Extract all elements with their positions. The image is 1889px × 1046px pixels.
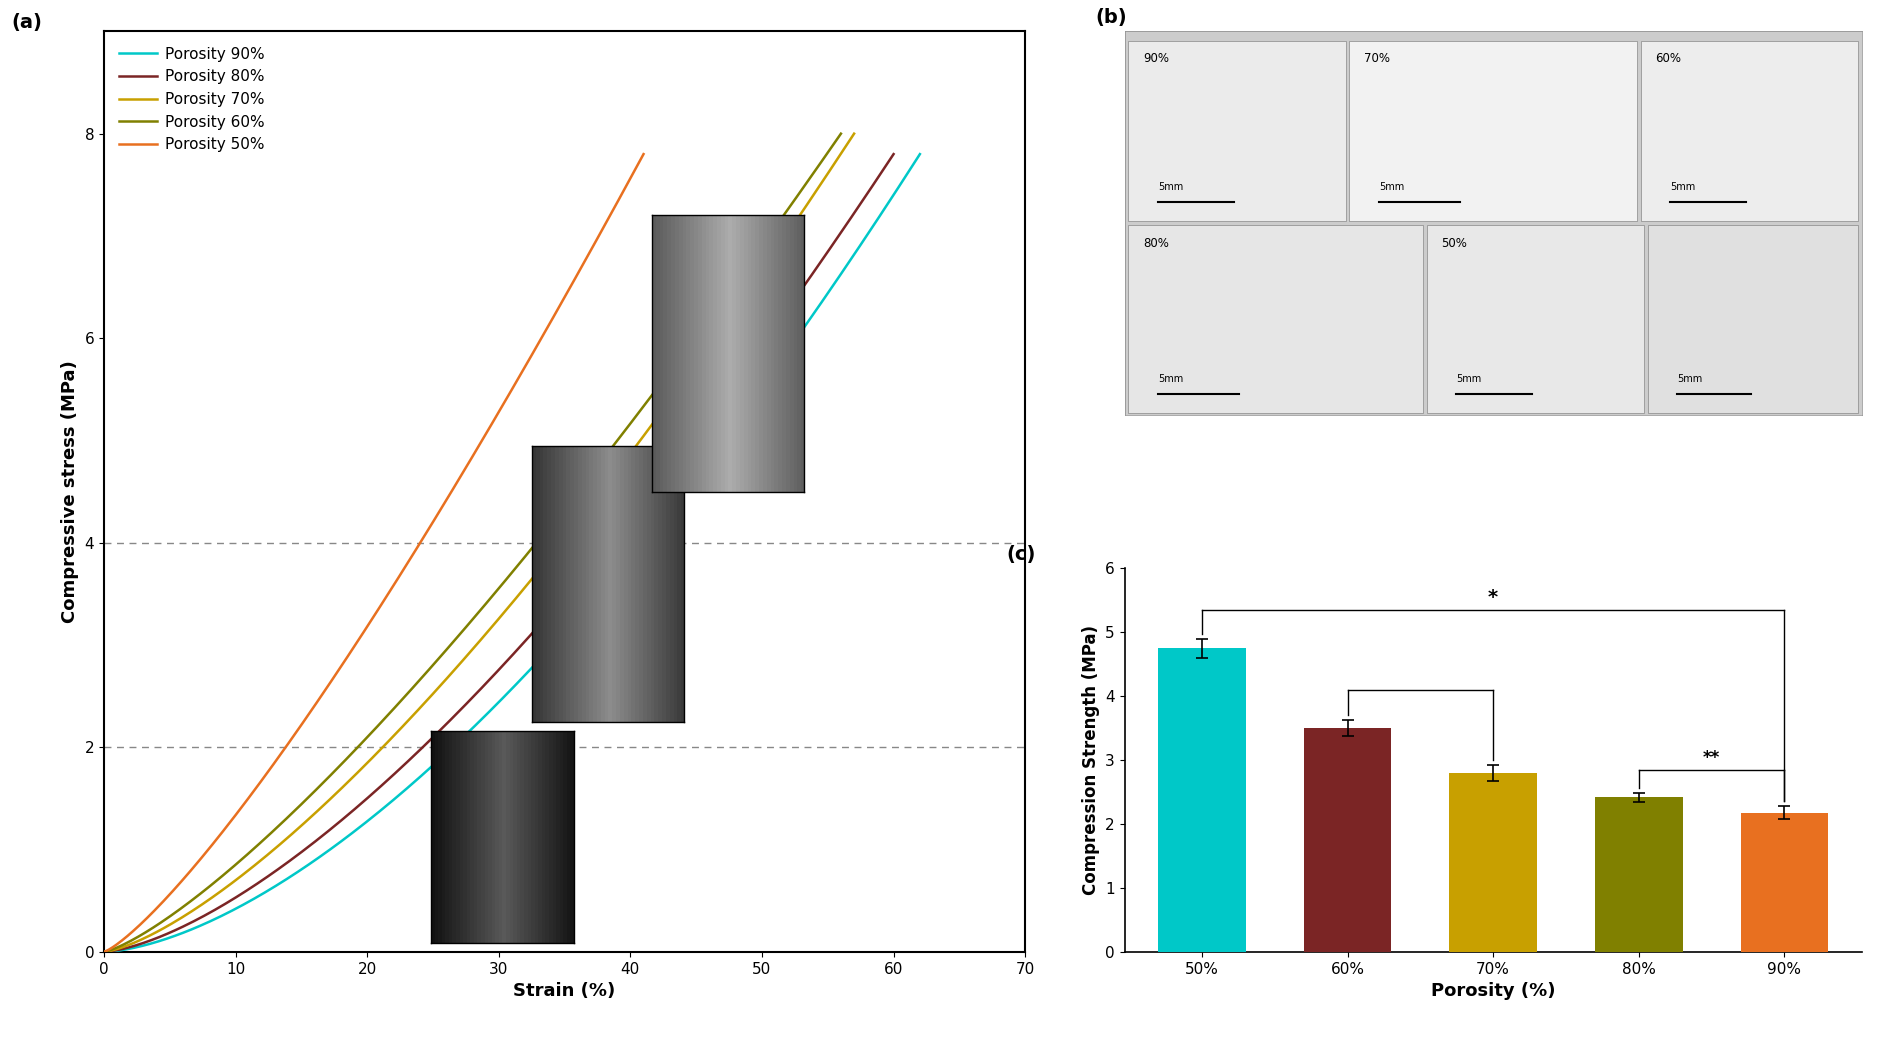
Text: (b): (b) <box>1094 8 1126 27</box>
Porosity 60% <box>759 226 782 238</box>
Porosity 80% <box>563 579 586 592</box>
Porosity 50% <box>93 946 115 958</box>
Text: 5mm: 5mm <box>1456 374 1481 384</box>
FancyBboxPatch shape <box>1640 41 1857 222</box>
Porosity 70% <box>94 946 117 958</box>
Porosity 80% <box>559 583 582 595</box>
Text: 5mm: 5mm <box>1379 182 1404 192</box>
Porosity 70% <box>842 128 865 140</box>
FancyBboxPatch shape <box>1349 41 1636 222</box>
Porosity 70% <box>552 535 574 547</box>
Porosity 80% <box>808 257 831 270</box>
Line: Porosity 80%: Porosity 80% <box>104 154 893 952</box>
FancyBboxPatch shape <box>1647 225 1857 413</box>
Porosity 60% <box>829 128 852 140</box>
Bar <box>1303 728 1390 952</box>
X-axis label: Porosity (%): Porosity (%) <box>1430 982 1555 1000</box>
Porosity 50% <box>423 514 446 526</box>
Bar <box>1158 649 1245 952</box>
Bar <box>1594 797 1681 952</box>
Porosity 80% <box>94 946 117 958</box>
Porosity 80% <box>93 946 115 958</box>
Porosity 50% <box>582 241 604 253</box>
Porosity 70% <box>773 232 795 245</box>
Text: 5mm: 5mm <box>1158 182 1183 192</box>
Porosity 90% <box>576 600 599 613</box>
X-axis label: Strain (%): Strain (%) <box>514 982 616 1000</box>
Porosity 50% <box>548 301 570 314</box>
Porosity 50% <box>631 147 654 160</box>
Line: Porosity 50%: Porosity 50% <box>104 154 642 952</box>
Line: Porosity 70%: Porosity 70% <box>104 134 854 952</box>
Y-axis label: Compression Strength (MPa): Compression Strength (MPa) <box>1081 626 1099 895</box>
Porosity 70% <box>93 946 115 958</box>
Legend: Porosity 90%, Porosity 80%, Porosity 70%, Porosity 60%, Porosity 50%: Porosity 90%, Porosity 80%, Porosity 70%… <box>111 39 272 160</box>
Text: 50%: 50% <box>1441 236 1466 250</box>
Porosity 90% <box>578 597 601 610</box>
Text: 70%: 70% <box>1364 52 1390 66</box>
Bar <box>1449 773 1536 952</box>
Porosity 80% <box>882 147 905 160</box>
Text: 90%: 90% <box>1143 52 1169 66</box>
Porosity 50% <box>414 528 436 541</box>
Porosity 60% <box>531 528 553 541</box>
Porosity 60% <box>529 531 552 544</box>
FancyBboxPatch shape <box>1128 41 1345 222</box>
Text: 60%: 60% <box>1655 52 1681 66</box>
Text: 5mm: 5mm <box>1158 374 1183 384</box>
Text: 5mm: 5mm <box>1670 182 1694 192</box>
FancyBboxPatch shape <box>1426 225 1643 413</box>
Porosity 90% <box>591 582 614 594</box>
Text: (a): (a) <box>11 13 43 32</box>
Text: 80%: 80% <box>1143 236 1169 250</box>
Porosity 60% <box>544 514 567 526</box>
Text: 5mm: 5mm <box>1677 374 1702 384</box>
Porosity 50% <box>94 945 117 957</box>
Text: *: * <box>1487 588 1498 608</box>
FancyBboxPatch shape <box>1128 225 1422 413</box>
Line: Porosity 90%: Porosity 90% <box>104 154 920 952</box>
Porosity 90% <box>93 946 115 958</box>
Porosity 60% <box>94 946 117 958</box>
Porosity 90% <box>94 946 117 958</box>
Y-axis label: Compressive stress (MPa): Compressive stress (MPa) <box>60 360 79 623</box>
Porosity 70% <box>725 301 748 314</box>
Porosity 90% <box>831 264 854 276</box>
Porosity 80% <box>757 328 780 341</box>
Text: **: ** <box>1702 749 1719 767</box>
Porosity 70% <box>538 550 561 563</box>
Porosity 50% <box>412 531 434 544</box>
Porosity 70% <box>536 553 559 566</box>
Porosity 60% <box>93 946 115 958</box>
Porosity 90% <box>909 147 931 160</box>
Porosity 60% <box>714 291 737 303</box>
Text: (c): (c) <box>1007 545 1035 564</box>
Line: Porosity 60%: Porosity 60% <box>104 134 841 952</box>
Porosity 80% <box>576 564 599 576</box>
Bar <box>1740 813 1827 952</box>
Porosity 90% <box>780 339 803 351</box>
